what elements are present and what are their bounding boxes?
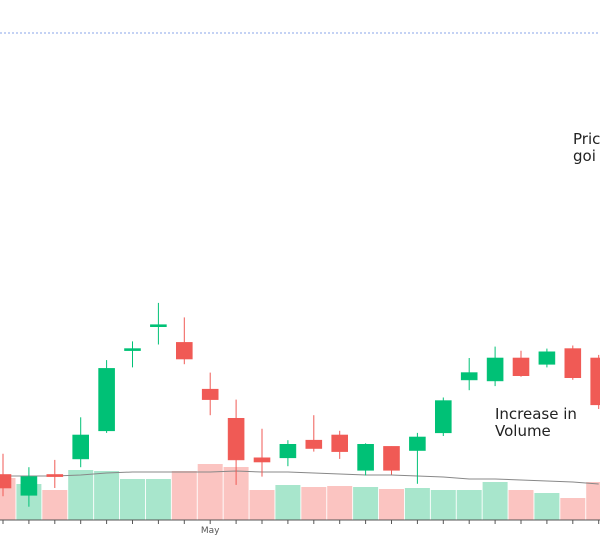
candle-body xyxy=(98,368,115,432)
candle xyxy=(201,372,219,416)
candle xyxy=(124,341,141,368)
candle xyxy=(72,417,89,468)
volume-bar xyxy=(508,490,534,520)
candle-body xyxy=(357,443,374,471)
candle-body xyxy=(72,434,89,460)
candle-body xyxy=(512,357,530,377)
candle-body xyxy=(176,342,193,360)
candle-body xyxy=(305,439,323,449)
volume-bar xyxy=(145,479,171,520)
x-tick-label: May xyxy=(201,526,220,536)
candle-body xyxy=(409,436,426,451)
volume-bar xyxy=(171,471,197,520)
candle-body xyxy=(434,400,452,434)
candle-body xyxy=(590,357,600,406)
candle xyxy=(409,432,426,484)
volume-bar xyxy=(275,485,301,520)
candle-body xyxy=(150,324,167,328)
volume-moving-average-line xyxy=(3,470,599,485)
annotation-price-going: Pric goi xyxy=(573,130,600,165)
candle-body xyxy=(538,351,556,365)
volume-bar xyxy=(68,470,94,520)
volume-bar xyxy=(301,487,327,520)
candle-body xyxy=(46,474,64,477)
volume-bar xyxy=(482,482,508,520)
candle xyxy=(434,397,452,436)
volume-bar xyxy=(404,488,430,520)
candle xyxy=(279,440,297,467)
candle-body xyxy=(279,443,297,459)
candle xyxy=(20,467,38,507)
candle xyxy=(538,348,556,368)
volume-bar xyxy=(0,478,16,520)
volume-bar xyxy=(430,490,456,520)
volume-bar xyxy=(327,486,353,520)
volume-bar xyxy=(379,489,404,520)
volume-bar xyxy=(197,464,223,520)
volume-bar xyxy=(534,493,560,520)
candle xyxy=(486,346,504,387)
candle-body xyxy=(20,476,38,496)
candle-body xyxy=(201,388,219,400)
candle xyxy=(383,446,400,475)
candles xyxy=(0,302,600,507)
volume-bar xyxy=(560,498,586,520)
candle xyxy=(46,459,64,488)
candle-body xyxy=(486,357,504,382)
volume-bar xyxy=(120,479,145,520)
volume-bar xyxy=(249,490,275,520)
candle xyxy=(331,430,349,459)
candle-body xyxy=(253,457,271,463)
candle-body xyxy=(227,417,245,461)
candle xyxy=(253,428,271,477)
volume-bar xyxy=(42,490,68,520)
candle xyxy=(460,358,478,391)
candle xyxy=(512,350,530,377)
volume-bar xyxy=(456,490,482,520)
candle-body xyxy=(460,372,478,381)
candle-body xyxy=(124,348,141,351)
volume-bar xyxy=(353,487,379,520)
candle-body xyxy=(0,474,12,489)
volume-bars xyxy=(0,464,600,520)
candle-body xyxy=(564,348,582,379)
candle xyxy=(590,354,600,409)
candle xyxy=(150,302,167,345)
candle xyxy=(176,317,193,365)
x-axis-ticks: May xyxy=(2,520,600,536)
candle xyxy=(305,415,323,452)
candle xyxy=(357,443,374,476)
volume-bar xyxy=(586,482,600,520)
candle xyxy=(227,399,245,485)
candle xyxy=(0,453,12,497)
candle xyxy=(98,360,115,433)
candle-body xyxy=(331,434,349,452)
annotation-increase-in-volume: Increase in Volume xyxy=(495,405,577,440)
volume-bar xyxy=(94,471,120,520)
candle xyxy=(564,345,582,380)
candle-body xyxy=(383,446,400,471)
